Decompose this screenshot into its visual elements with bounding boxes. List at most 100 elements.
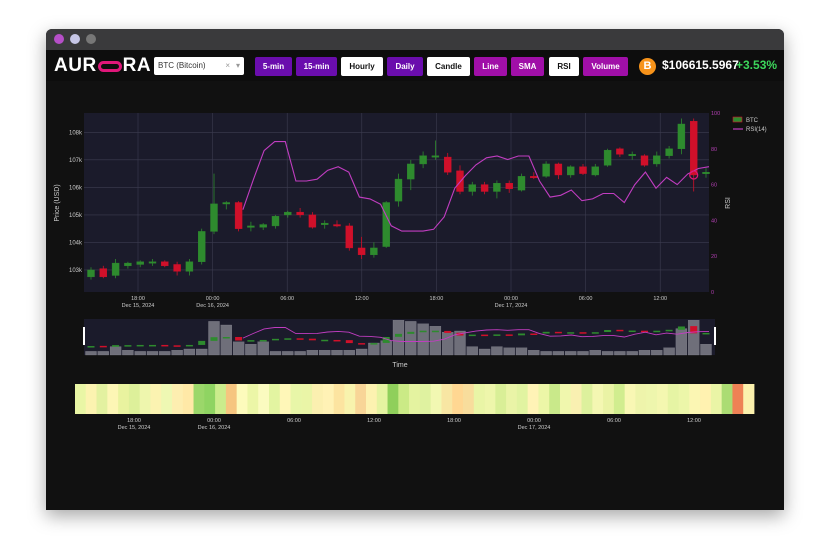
heatmap-date-label: Dec 17, 2024 xyxy=(518,425,551,431)
heatmap-cell xyxy=(689,384,701,414)
rsi-axis-ticks: 0 20 40 60 80 100 xyxy=(711,111,720,296)
heatmap-time-label: 06:00 xyxy=(607,418,621,424)
sma-toggle-button[interactable]: SMA xyxy=(511,57,544,76)
volume-bar xyxy=(700,344,712,356)
clear-icon[interactable]: × xyxy=(225,61,230,70)
volume-bar xyxy=(638,350,651,356)
heatmap-cell xyxy=(560,384,572,414)
interval-5min-button[interactable]: 5-min xyxy=(255,57,292,76)
time-tick-label: 00:00 xyxy=(504,296,518,302)
minimize-window-button[interactable] xyxy=(70,34,80,44)
volume-bar xyxy=(146,351,159,356)
range-candle xyxy=(99,345,107,348)
candle-body xyxy=(382,202,390,247)
candle-body xyxy=(456,170,464,192)
chevron-down-icon[interactable]: ▾ xyxy=(235,61,240,70)
candle-toggle-button[interactable]: Candle xyxy=(427,57,470,76)
volume-bar xyxy=(159,351,171,356)
range-candle xyxy=(124,345,132,347)
range-candle xyxy=(112,345,120,347)
volume-bar xyxy=(589,350,601,356)
asset-select[interactable]: BTC (Bitcoin) × ▾ xyxy=(154,57,244,75)
heatmap-cell xyxy=(463,384,475,414)
candle-body xyxy=(444,156,452,173)
range-candle xyxy=(419,330,427,333)
candle-body xyxy=(493,183,501,192)
line-toggle-button[interactable]: Line xyxy=(474,57,507,76)
heatmap-time-label: 12:00 xyxy=(687,418,701,424)
heatmap-cell xyxy=(721,384,733,414)
candle-body xyxy=(136,261,144,265)
heatmap-cell xyxy=(613,384,626,414)
range-candle xyxy=(284,338,292,340)
heatmap-cell xyxy=(409,384,421,414)
heatmap-cell xyxy=(603,384,615,414)
candle-body xyxy=(653,155,661,165)
heatmap-cell xyxy=(678,384,690,414)
range-handle-left[interactable] xyxy=(83,327,85,345)
time-tick-label: 18:00 xyxy=(430,296,444,302)
candle-body xyxy=(505,183,513,189)
volume-bar xyxy=(528,350,540,356)
price-axis-ticks: 103k 104k 105k 106k 107k 108k xyxy=(69,130,83,274)
heatmap-cell xyxy=(398,384,410,414)
rsi-line[interactable] xyxy=(242,141,710,232)
range-candle xyxy=(653,330,661,333)
heatmap-cell xyxy=(150,384,162,414)
range-candle xyxy=(382,337,390,343)
heatmap-cell xyxy=(527,384,539,414)
maximize-window-button[interactable] xyxy=(86,34,96,44)
volume-bar xyxy=(651,350,663,356)
volume-bar xyxy=(245,344,257,356)
volume-bar xyxy=(392,320,405,356)
time-tick-label: 06:00 xyxy=(280,296,294,302)
volume-toggle-button[interactable]: Volume xyxy=(583,57,628,76)
candle-body xyxy=(247,225,255,228)
candle-body xyxy=(210,203,218,232)
interval-daily-button[interactable]: Daily xyxy=(387,57,423,76)
asset-select-value: BTC (Bitcoin) xyxy=(158,61,206,70)
rsi-tick-label: 20 xyxy=(711,254,717,260)
candle-body xyxy=(357,247,366,256)
legend-btc-swatch xyxy=(732,116,743,123)
range-candle xyxy=(665,329,673,332)
range-handle-right[interactable] xyxy=(714,327,716,345)
app-window: AUR RA BTC (Bitcoin) × ▾ 5-min 15-min Ho… xyxy=(46,29,784,510)
interval-hourly-button[interactable]: Hourly xyxy=(341,57,383,76)
rsi-tick-label: 0 xyxy=(711,290,714,296)
range-candle xyxy=(677,326,685,330)
volume-bar xyxy=(688,320,700,356)
heatmap-cell xyxy=(484,384,496,414)
candle-body xyxy=(148,261,157,264)
interval-15min-button[interactable]: 15-min xyxy=(296,57,337,76)
heatmap-strip[interactable] xyxy=(75,384,755,414)
candle-body xyxy=(321,222,329,225)
price-tick-label: 108k xyxy=(69,130,83,136)
range-candle xyxy=(210,337,218,341)
heatmap-cell xyxy=(581,384,593,414)
rsi-toggle-button[interactable]: RSI xyxy=(549,57,579,76)
range-candle xyxy=(395,333,402,337)
logo-text-left: AUR xyxy=(54,55,97,76)
candle-body xyxy=(702,172,710,174)
heatmap-cell xyxy=(107,384,119,414)
volume-bar xyxy=(282,351,294,356)
close-window-button[interactable] xyxy=(54,34,64,44)
volume-bar xyxy=(85,351,97,356)
candle-body xyxy=(530,176,538,179)
range-candle xyxy=(542,331,550,334)
volume-bar xyxy=(171,350,183,356)
candle-body xyxy=(234,202,243,229)
heatmap-cell xyxy=(366,384,378,414)
range-candle xyxy=(161,344,169,347)
heatmap-cell xyxy=(333,384,345,414)
volume-bar xyxy=(515,347,528,356)
candle-body xyxy=(333,224,341,227)
chart-legend: BTC RSI(14) xyxy=(732,116,767,133)
heatmap-cell xyxy=(128,384,141,414)
logo-ring-icon xyxy=(97,60,122,72)
heatmap-cell xyxy=(657,384,669,414)
time-tick-label: 12:00 xyxy=(653,296,667,302)
chart-area[interactable]: 103k 104k 105k 106k 107k 108k 0 20 40 60 80 100 18… xyxy=(46,81,784,510)
